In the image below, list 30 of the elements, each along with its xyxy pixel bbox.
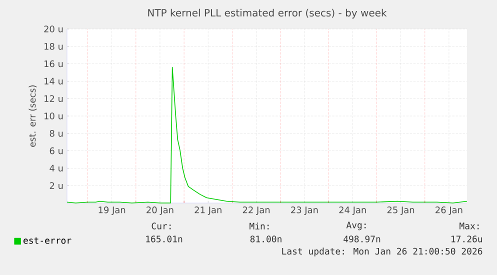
text: 165.01n	[146, 236, 182, 242]
y-tick-label: 4 u	[50, 164, 63, 172]
x-tick-label: 23 Jan	[291, 206, 318, 215]
text: Max:	[460, 222, 479, 230]
y-tick-label: 8 u	[50, 130, 63, 137]
y-axis-title: est. err (secs)	[28, 85, 37, 147]
y-tick-label: 6 u	[50, 147, 63, 154]
y-tick-label: 16 u	[44, 60, 63, 68]
x-tick-label: 24 Jan	[339, 206, 366, 215]
text: Cur:	[152, 222, 171, 230]
text: Avg:	[346, 222, 366, 230]
y-tick-label: 18 u	[44, 43, 63, 50]
y-tick-label: 10 u	[44, 112, 63, 120]
y-tick-label: 20 u	[44, 26, 63, 32]
x-tick-label: 21 Jan	[194, 206, 222, 215]
legend-label: est-error	[24, 237, 72, 244]
y-tick-label: 2 u	[50, 182, 63, 189]
x-tick-label: 26 Jan	[436, 206, 462, 215]
x-tick-label: 25 Jan	[387, 206, 414, 215]
text: 498.97n	[344, 236, 380, 242]
text: Last update: Mon Jan 26 21:00:50 2026	[282, 248, 482, 256]
x-tick-label: 19 Jan	[98, 206, 126, 215]
chart-title: NTP kernel PLL estimated error (secs) - by week	[148, 8, 387, 18]
y-tick-label: 14 u	[44, 78, 63, 85]
text: 81.00n	[250, 236, 282, 242]
text: Min:	[250, 222, 269, 230]
x-tick-label: 20 Jan	[146, 206, 174, 215]
text: 17.26u	[451, 236, 482, 242]
y-tick-label: 12 u	[44, 95, 63, 102]
x-tick-label: 22 Jan	[242, 206, 270, 215]
